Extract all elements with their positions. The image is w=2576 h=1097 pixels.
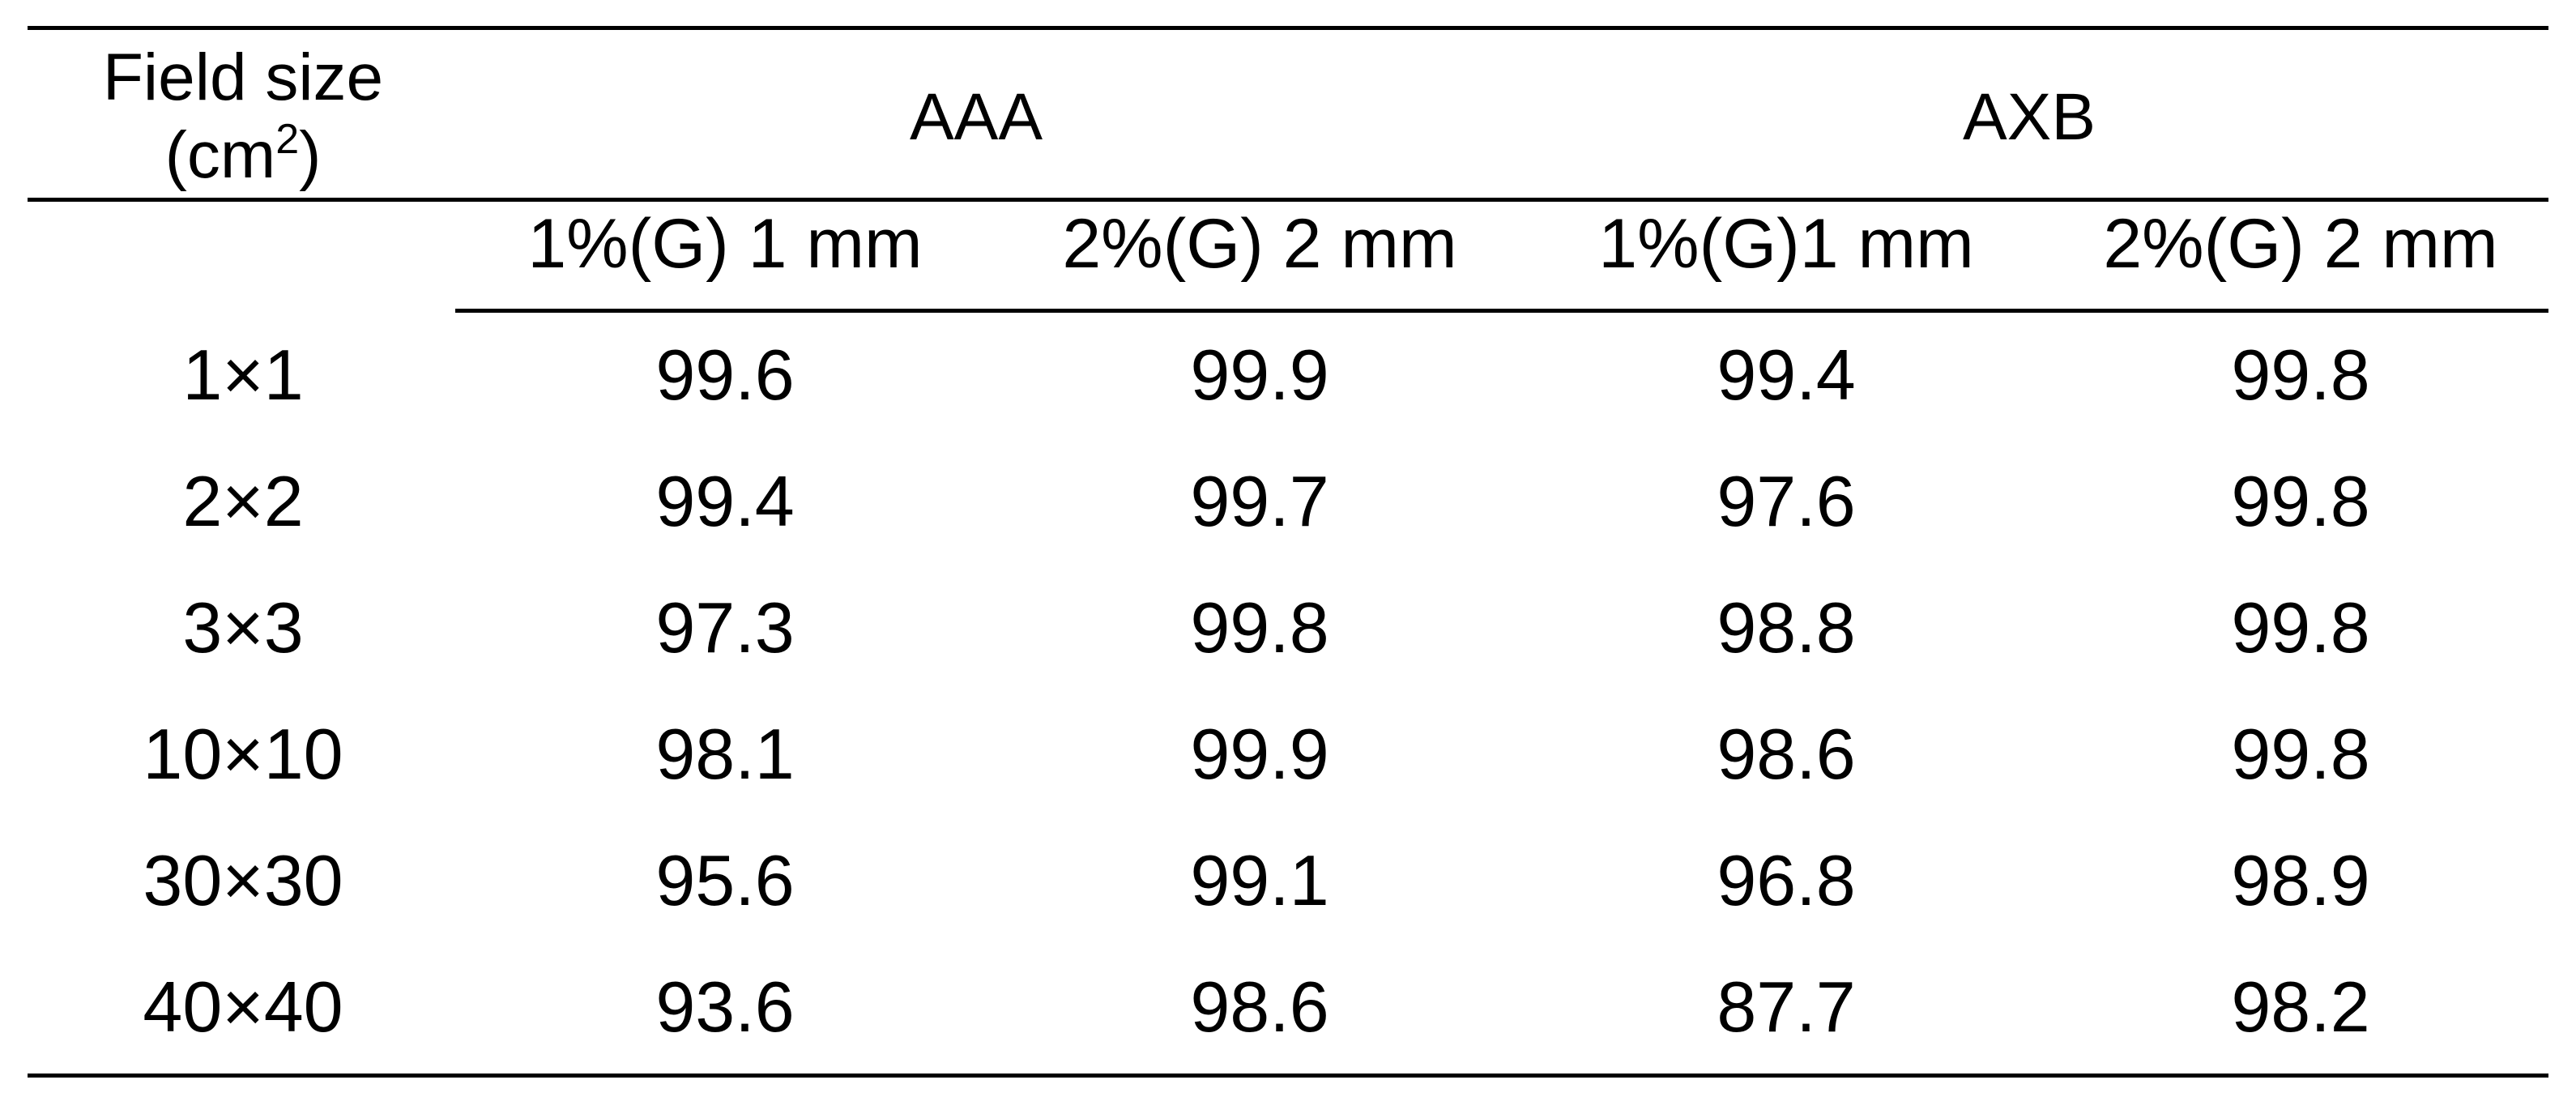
axb-2pct-cell: 99.8: [2231, 335, 2370, 415]
axb-1pct-cell: 98.8: [1717, 587, 1856, 668]
field-size-header: Field size (cm2): [32, 39, 454, 194]
aaa-2pct-cell: 98.6: [1190, 967, 1329, 1047]
aaa-2pct-cell: 99.9: [1190, 714, 1329, 794]
axb-1pct-cell: 87.7: [1717, 967, 1856, 1047]
aaa-1pct-cell: 99.4: [655, 461, 795, 541]
field-size-cell: 10×10: [143, 714, 343, 794]
aaa-1pct-cell: 95.6: [655, 840, 795, 920]
table-row: 3×3 97.3 99.8 98.8 99.8: [0, 564, 2576, 690]
axb-1pct-cell: 99.4: [1717, 335, 1856, 415]
aaa-1pct-cell: 99.6: [655, 335, 795, 415]
aaa-1pct-cell: 98.1: [655, 714, 795, 794]
aaa-2pct-cell: 99.7: [1190, 461, 1329, 541]
axb-2pct-cell: 99.8: [2231, 714, 2370, 794]
top-rule: [28, 26, 2548, 30]
subheader-axb-1: 1%(G)1 mm: [1598, 205, 1974, 283]
subheader-axb-2: 2%(G) 2 mm: [2103, 205, 2498, 283]
field-size-cell: 2×2: [182, 461, 304, 541]
table-row: 30×30 95.6 99.1 96.8 98.9: [0, 817, 2576, 943]
table-row: 1×1 99.6 99.9 99.4 99.8: [0, 311, 2576, 438]
field-size-cell: 40×40: [143, 967, 343, 1047]
aaa-1pct-cell: 93.6: [655, 967, 795, 1047]
aaa-2pct-cell: 99.1: [1190, 840, 1329, 920]
table-row: 10×10 98.1 99.9 98.6 99.8: [0, 690, 2576, 817]
field-size-cell: 3×3: [182, 587, 304, 668]
group-header-axb: AXB: [1962, 80, 2096, 154]
table-row: 2×2 99.4 99.7 97.6 99.8: [0, 438, 2576, 564]
aaa-2pct-cell: 99.9: [1190, 335, 1329, 415]
axb-2pct-cell: 98.2: [2231, 967, 2370, 1047]
axb-2pct-cell: 99.8: [2231, 461, 2370, 541]
subheader-aaa-1: 1%(G) 1 mm: [527, 205, 923, 283]
field-size-cell: 30×30: [143, 840, 343, 920]
group-header-aaa: AAA: [909, 80, 1043, 154]
axb-2pct-cell: 98.9: [2231, 840, 2370, 920]
aaa-2pct-cell: 99.8: [1190, 587, 1329, 668]
field-size-header-unit: (cm2): [164, 115, 322, 192]
field-size-cell: 1×1: [182, 335, 304, 415]
bottom-rule: [28, 1074, 2548, 1078]
axb-2pct-cell: 99.8: [2231, 587, 2370, 668]
axb-1pct-cell: 98.6: [1717, 714, 1856, 794]
axb-1pct-cell: 96.8: [1717, 840, 1856, 920]
table-row: 40×40 93.6 98.6 87.7 98.2: [0, 943, 2576, 1069]
aaa-1pct-cell: 97.3: [655, 587, 795, 668]
axb-1pct-cell: 97.6: [1717, 461, 1856, 541]
subheader-aaa-2: 2%(G) 2 mm: [1062, 205, 1457, 283]
subheader-rule: [455, 309, 2548, 313]
field-size-header-label: Field size: [102, 41, 384, 114]
header-rule: [28, 198, 2548, 202]
